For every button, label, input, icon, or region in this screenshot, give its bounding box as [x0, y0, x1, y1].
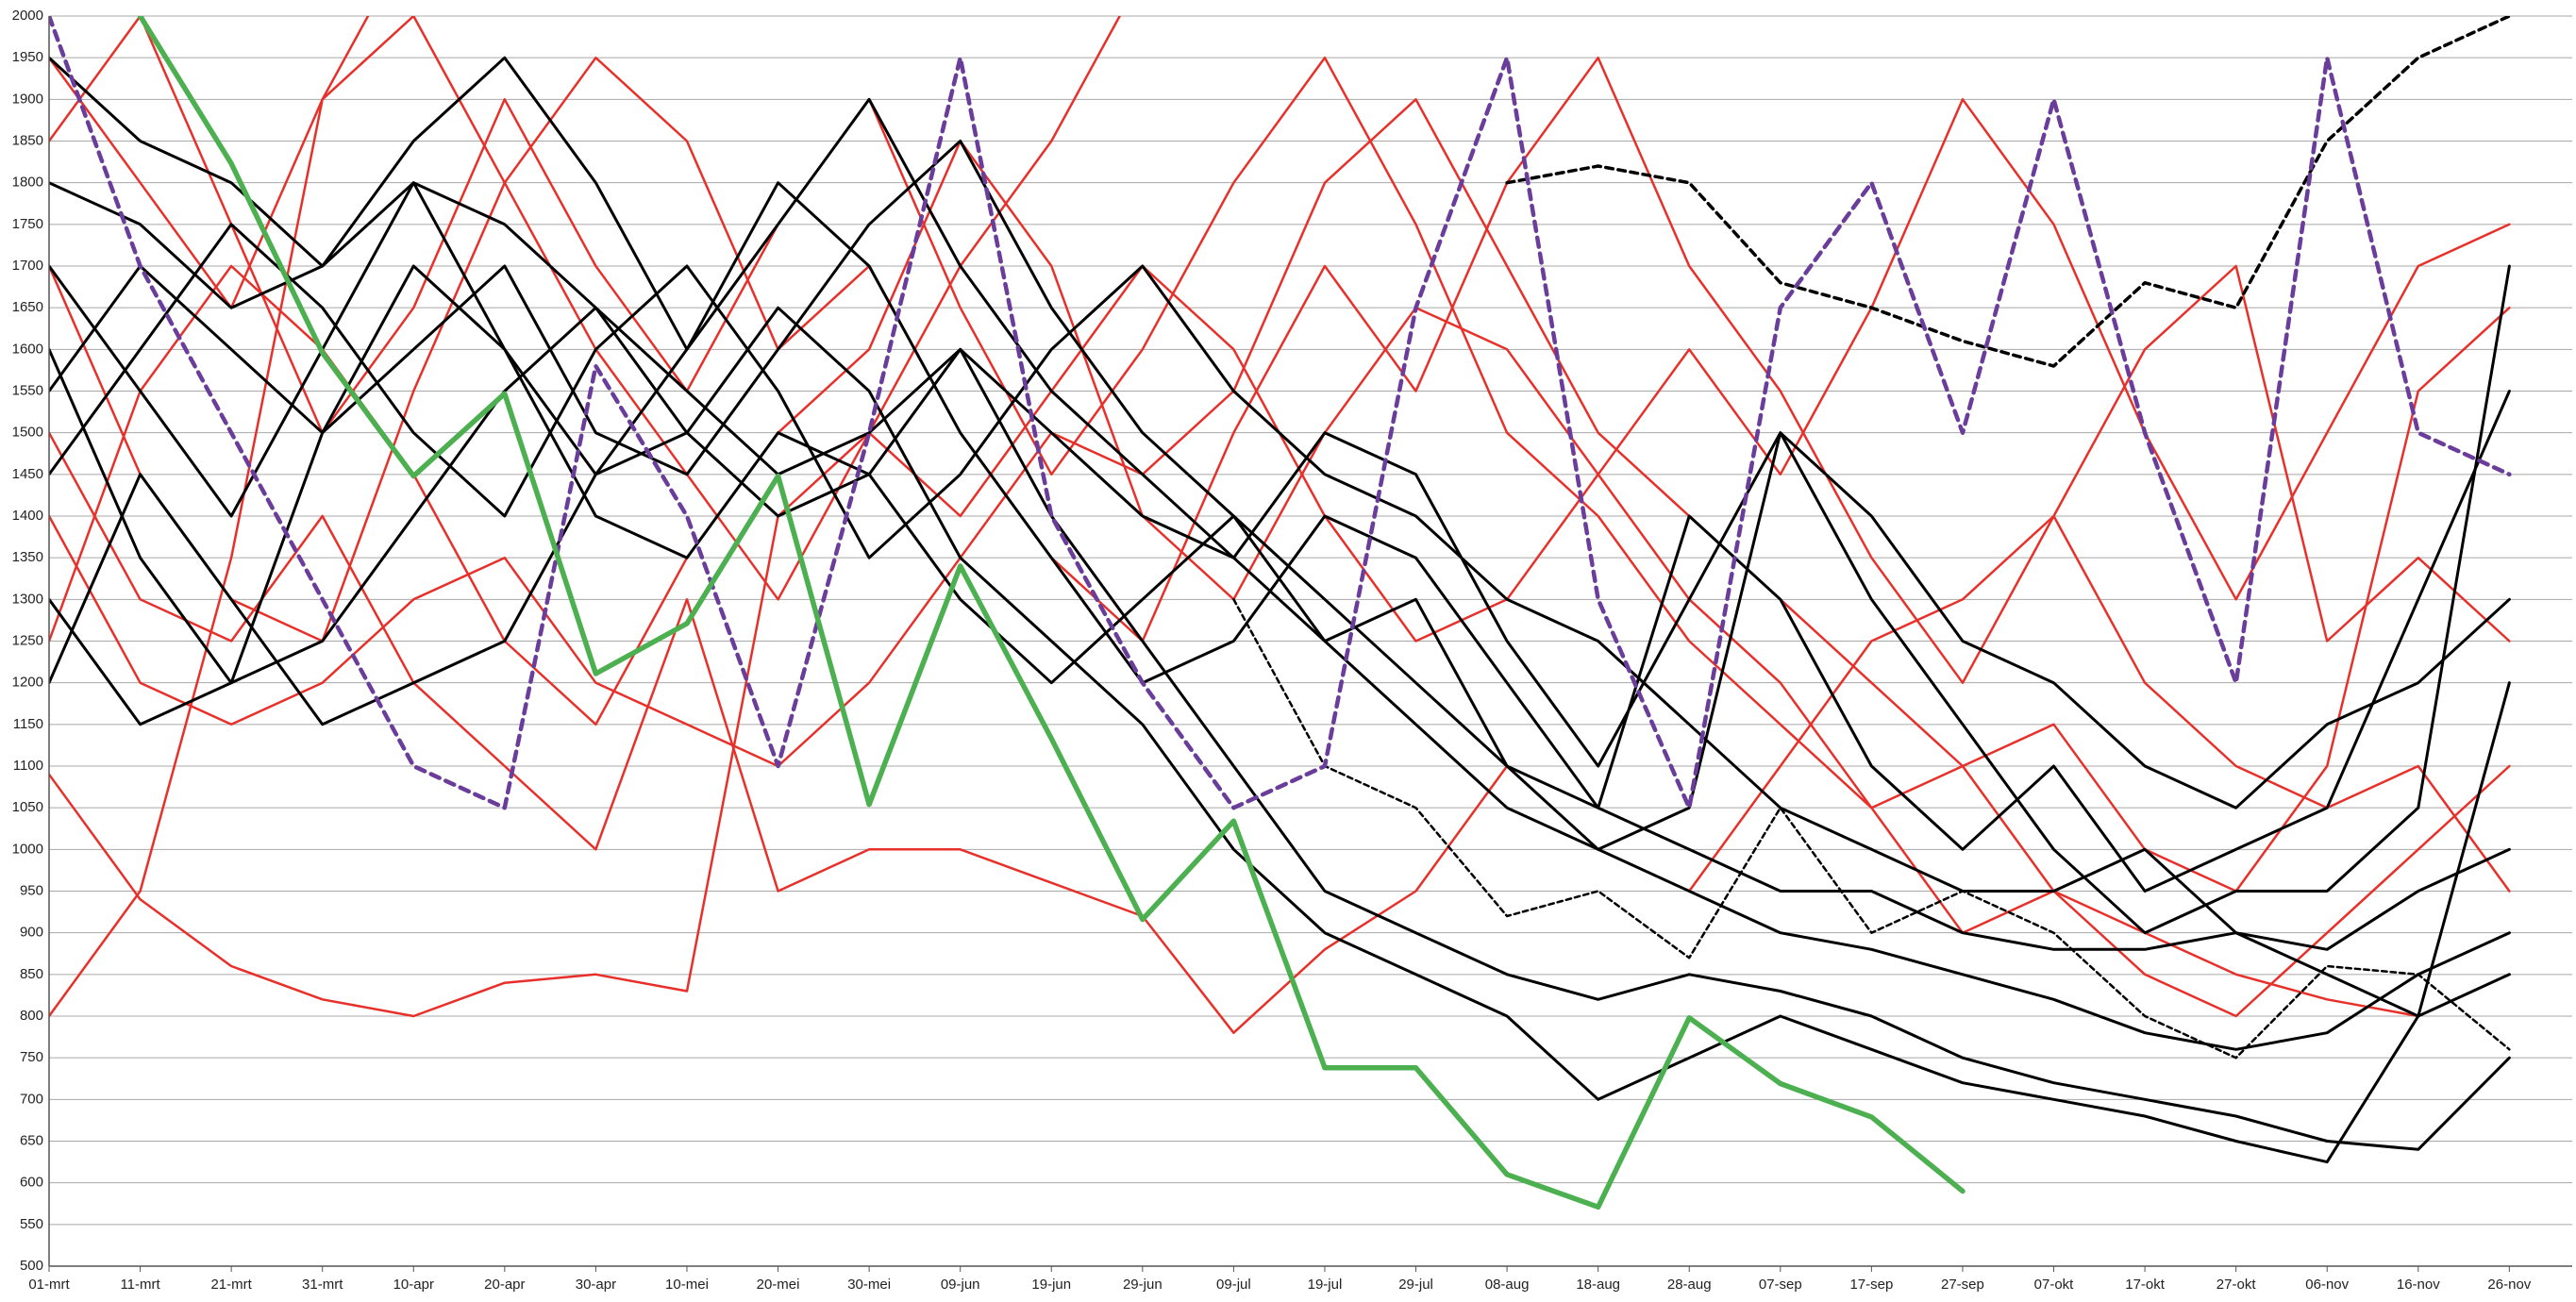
series-line	[49, 140, 2511, 935]
y-tick-label: 1400	[12, 508, 43, 524]
series-line	[49, 181, 2511, 951]
x-tick-label: 18-aug	[1576, 1277, 1620, 1293]
x-tick-label: 28-aug	[1667, 1277, 1712, 1293]
grid	[49, 15, 2572, 1267]
y-tick-label: 1450	[12, 466, 43, 482]
series-line	[49, 56, 2511, 810]
x-tick-label: 20-apr	[484, 1277, 525, 1293]
y-tick-label: 1550	[12, 382, 43, 398]
y-tick-label: 500	[20, 1258, 43, 1274]
x-tick-label: 19-jun	[1031, 1277, 1071, 1293]
plot-area	[49, 16, 2512, 1210]
y-tick-label: 1900	[12, 91, 43, 107]
y-tick-label: 550	[20, 1216, 43, 1232]
x-tick-label: 20-mei	[757, 1277, 800, 1293]
series-line	[1232, 598, 2511, 1060]
y-tick-label: 900	[20, 925, 43, 941]
y-tick-label: 1100	[13, 758, 43, 774]
series-line	[49, 181, 2511, 1164]
y-tick-label: 1600	[12, 341, 43, 357]
y-tick-label: 1300	[12, 591, 43, 607]
x-tick-label: 10-apr	[393, 1277, 434, 1293]
x-tick-label: 07-sep	[1759, 1277, 1802, 1293]
x-tick-label: 31-mrt	[302, 1277, 343, 1293]
x-tick-label: 10-mei	[665, 1277, 709, 1293]
y-tick-label: 650	[20, 1132, 43, 1148]
x-tick-label: 11-mrt	[120, 1277, 160, 1293]
x-tick-label: 27-sep	[1941, 1277, 1984, 1293]
y-tick-label: 700	[20, 1091, 43, 1107]
y-tick-label: 750	[20, 1049, 43, 1065]
x-tick-label: 16-nov	[2397, 1277, 2440, 1293]
x-tick-label: 06-nov	[2305, 1277, 2349, 1293]
series-line	[49, 16, 2511, 643]
x-tick-label: 29-jun	[1123, 1277, 1163, 1293]
y-tick-label: 1800	[12, 175, 43, 191]
series-line	[49, 306, 2511, 1151]
y-tick-label: 600	[20, 1175, 43, 1191]
y-tick-label: 1650	[12, 299, 43, 315]
x-tick-label: 09-jul	[1216, 1277, 1251, 1293]
y-tick-label: 2000	[12, 8, 43, 24]
axes: 500 550 600 650 700 750 800 850 900 950 1000 1050 11…	[12, 8, 2572, 1293]
series-line	[137, 16, 1965, 1210]
series-line	[49, 16, 2512, 810]
y-tick-label: 1150	[13, 716, 43, 732]
series-line	[49, 98, 2511, 893]
y-tick-label: 800	[20, 1008, 43, 1024]
y-tick-label: 1050	[12, 799, 43, 815]
y-tick-label: 1350	[12, 549, 43, 565]
y-tick-label: 1200	[12, 675, 43, 691]
y-tick-label: 1500	[12, 425, 43, 441]
x-tick-label: 30-mei	[847, 1277, 891, 1293]
y-tick-label: 1250	[12, 632, 43, 648]
series-line	[49, 140, 2511, 1018]
x-tick-label: 27-okt	[2216, 1277, 2257, 1293]
x-tick-label: 29-jul	[1398, 1277, 1433, 1293]
x-tick-label: 09-jun	[941, 1277, 980, 1293]
x-tick-label: 26-nov	[2487, 1277, 2531, 1293]
y-tick-label: 1000	[12, 841, 43, 857]
x-tick-label: 07-okt	[2034, 1277, 2075, 1293]
series-line	[49, 431, 2511, 1034]
y-tick-label: 950	[20, 882, 43, 898]
x-tick-label: 08-aug	[1485, 1277, 1530, 1293]
series-line	[49, 56, 2511, 684]
y-tick-label: 850	[20, 966, 43, 982]
y-tick-label: 1700	[12, 258, 43, 274]
x-tick-label: 17-okt	[2125, 1277, 2166, 1293]
series-line	[49, 16, 370, 1018]
x-tick-label: 17-sep	[1849, 1277, 1893, 1293]
y-tick-label: 1850	[12, 132, 43, 148]
x-tick-label: 30-apr	[576, 1277, 616, 1293]
x-tick-label: 01-mrt	[28, 1277, 70, 1293]
x-tick-label: 21-mrt	[210, 1277, 252, 1293]
series-line	[49, 223, 2511, 1018]
x-tick-label: 19-jul	[1308, 1277, 1343, 1293]
y-tick-label: 1750	[12, 216, 43, 232]
y-tick-label: 1950	[12, 49, 43, 65]
